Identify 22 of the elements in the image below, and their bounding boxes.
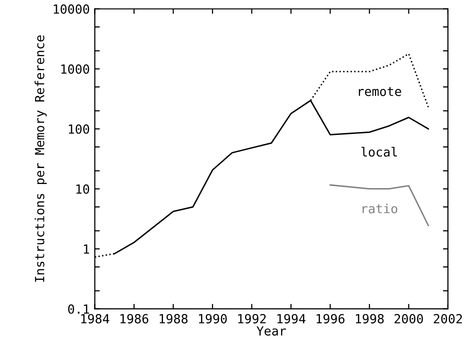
y-axis-title: Instructions per Memory Reference [34, 35, 47, 282]
y-tick-label: 100 [68, 124, 90, 134]
x-tick-label: 1996 [316, 314, 344, 324]
x-tick-label: 1994 [277, 314, 306, 324]
x-tick-label: 1988 [160, 314, 188, 324]
x-tick-label: 1990 [198, 314, 227, 324]
x-tick-label: 2002 [434, 314, 462, 324]
series-label: remote [358, 87, 402, 96]
line-series [330, 184, 430, 226]
x-tick-label: 1984 [81, 314, 110, 324]
series-label: local [361, 146, 397, 157]
y-tick-label: 0.1 [68, 304, 90, 314]
x-tick-label: 1986 [120, 314, 148, 324]
y-tick-label: 1000 [61, 64, 90, 74]
x-tick-label: 1992 [238, 314, 266, 324]
x-axis-title: Year [256, 326, 286, 336]
x-tick-label: 1998 [356, 314, 384, 324]
x-tick-label: 2000 [394, 314, 423, 324]
y-tick-label: 1 [84, 244, 90, 254]
series-label: ratio [362, 204, 398, 214]
y-tick-label: 10 [76, 184, 90, 194]
y-tick-label: 10000 [54, 4, 90, 14]
